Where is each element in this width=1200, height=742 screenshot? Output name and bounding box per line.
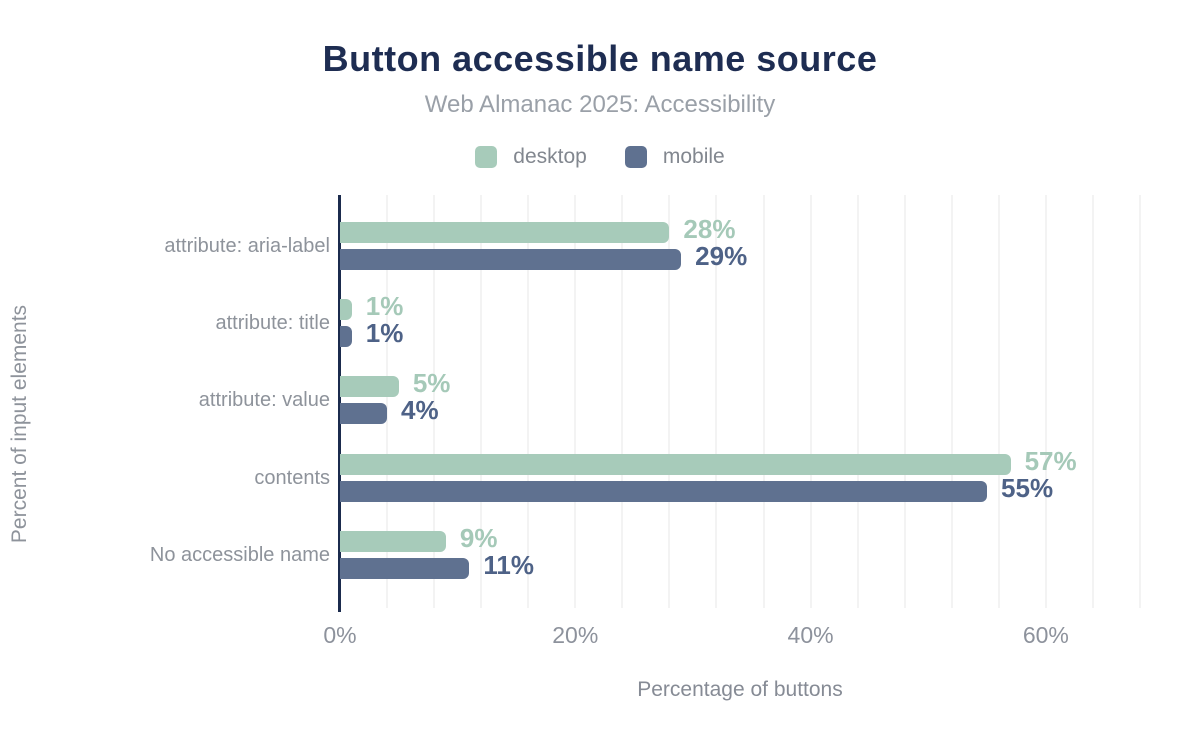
category-label: contents [254, 467, 330, 489]
x-axis-title: Percentage of buttons [637, 678, 843, 701]
gridline [903, 195, 906, 608]
bar-mobile[interactable] [340, 403, 388, 424]
x-tick-label: 40% [787, 622, 834, 648]
bar-desktop[interactable] [340, 454, 1011, 475]
legend-swatch-mobile-icon [624, 146, 647, 168]
x-tick-label: 20% [552, 622, 599, 648]
gridline [527, 195, 530, 608]
gridline [715, 195, 718, 608]
bar-value-mobile: 29% [695, 241, 748, 271]
bar-value-desktop: 5% [412, 368, 451, 398]
bar-desktop[interactable] [340, 299, 352, 320]
legend-swatch-desktop-icon [475, 146, 498, 168]
legend-item-desktop[interactable]: desktop [475, 145, 587, 169]
bar-value-desktop: 28% [683, 214, 736, 244]
gridline [809, 195, 812, 608]
legend-label-mobile: mobile [662, 145, 725, 168]
legend: desktop mobile [0, 143, 1200, 171]
x-tick-label: 0% [323, 622, 357, 648]
category-label: No accessible name [149, 544, 330, 566]
bar-mobile[interactable] [340, 558, 470, 579]
bar-value-mobile: 4% [401, 395, 439, 425]
gridline [997, 195, 1000, 608]
gridline [1091, 195, 1094, 608]
gridline [433, 195, 436, 608]
gridline [1139, 195, 1141, 608]
y-axis-line [338, 195, 341, 612]
bar-mobile[interactable] [340, 249, 682, 270]
gridline [621, 195, 624, 608]
bar-value-mobile: 11% [483, 550, 535, 580]
plot-area: 28% 29% 1% 1% 5% 4% 57% 55% 9% 11% [338, 195, 1141, 612]
gridline [386, 195, 389, 608]
gridline [856, 195, 859, 608]
chart-title: Button accessible name source [322, 38, 878, 79]
category-label: attribute: title [215, 312, 330, 334]
bar-value-desktop: 1% [365, 291, 404, 321]
bar-value-mobile: 1% [365, 318, 404, 348]
bar-value-mobile: 55% [1001, 473, 1054, 503]
category-label: attribute: value [198, 389, 330, 411]
legend-label-desktop: desktop [513, 145, 587, 168]
gridline [1044, 195, 1047, 608]
gridline [762, 195, 765, 608]
bar-mobile[interactable] [340, 326, 352, 347]
gridline [950, 195, 953, 608]
legend-item-mobile[interactable]: mobile [624, 145, 725, 169]
bar-desktop[interactable] [340, 376, 399, 397]
chart-subtitle: Web Almanac 2025: Accessibility [424, 91, 776, 118]
category-label: attribute: aria-label [164, 235, 330, 257]
bar-desktop[interactable] [340, 531, 446, 552]
x-tick-label: 60% [1022, 622, 1069, 648]
bar-mobile[interactable] [340, 481, 988, 502]
gridline [480, 195, 483, 608]
gridline [668, 195, 671, 608]
bar-desktop[interactable] [340, 222, 670, 243]
bar-value-desktop: 57% [1024, 446, 1077, 476]
gridline [574, 195, 577, 608]
bar-value-desktop: 9% [459, 523, 498, 553]
